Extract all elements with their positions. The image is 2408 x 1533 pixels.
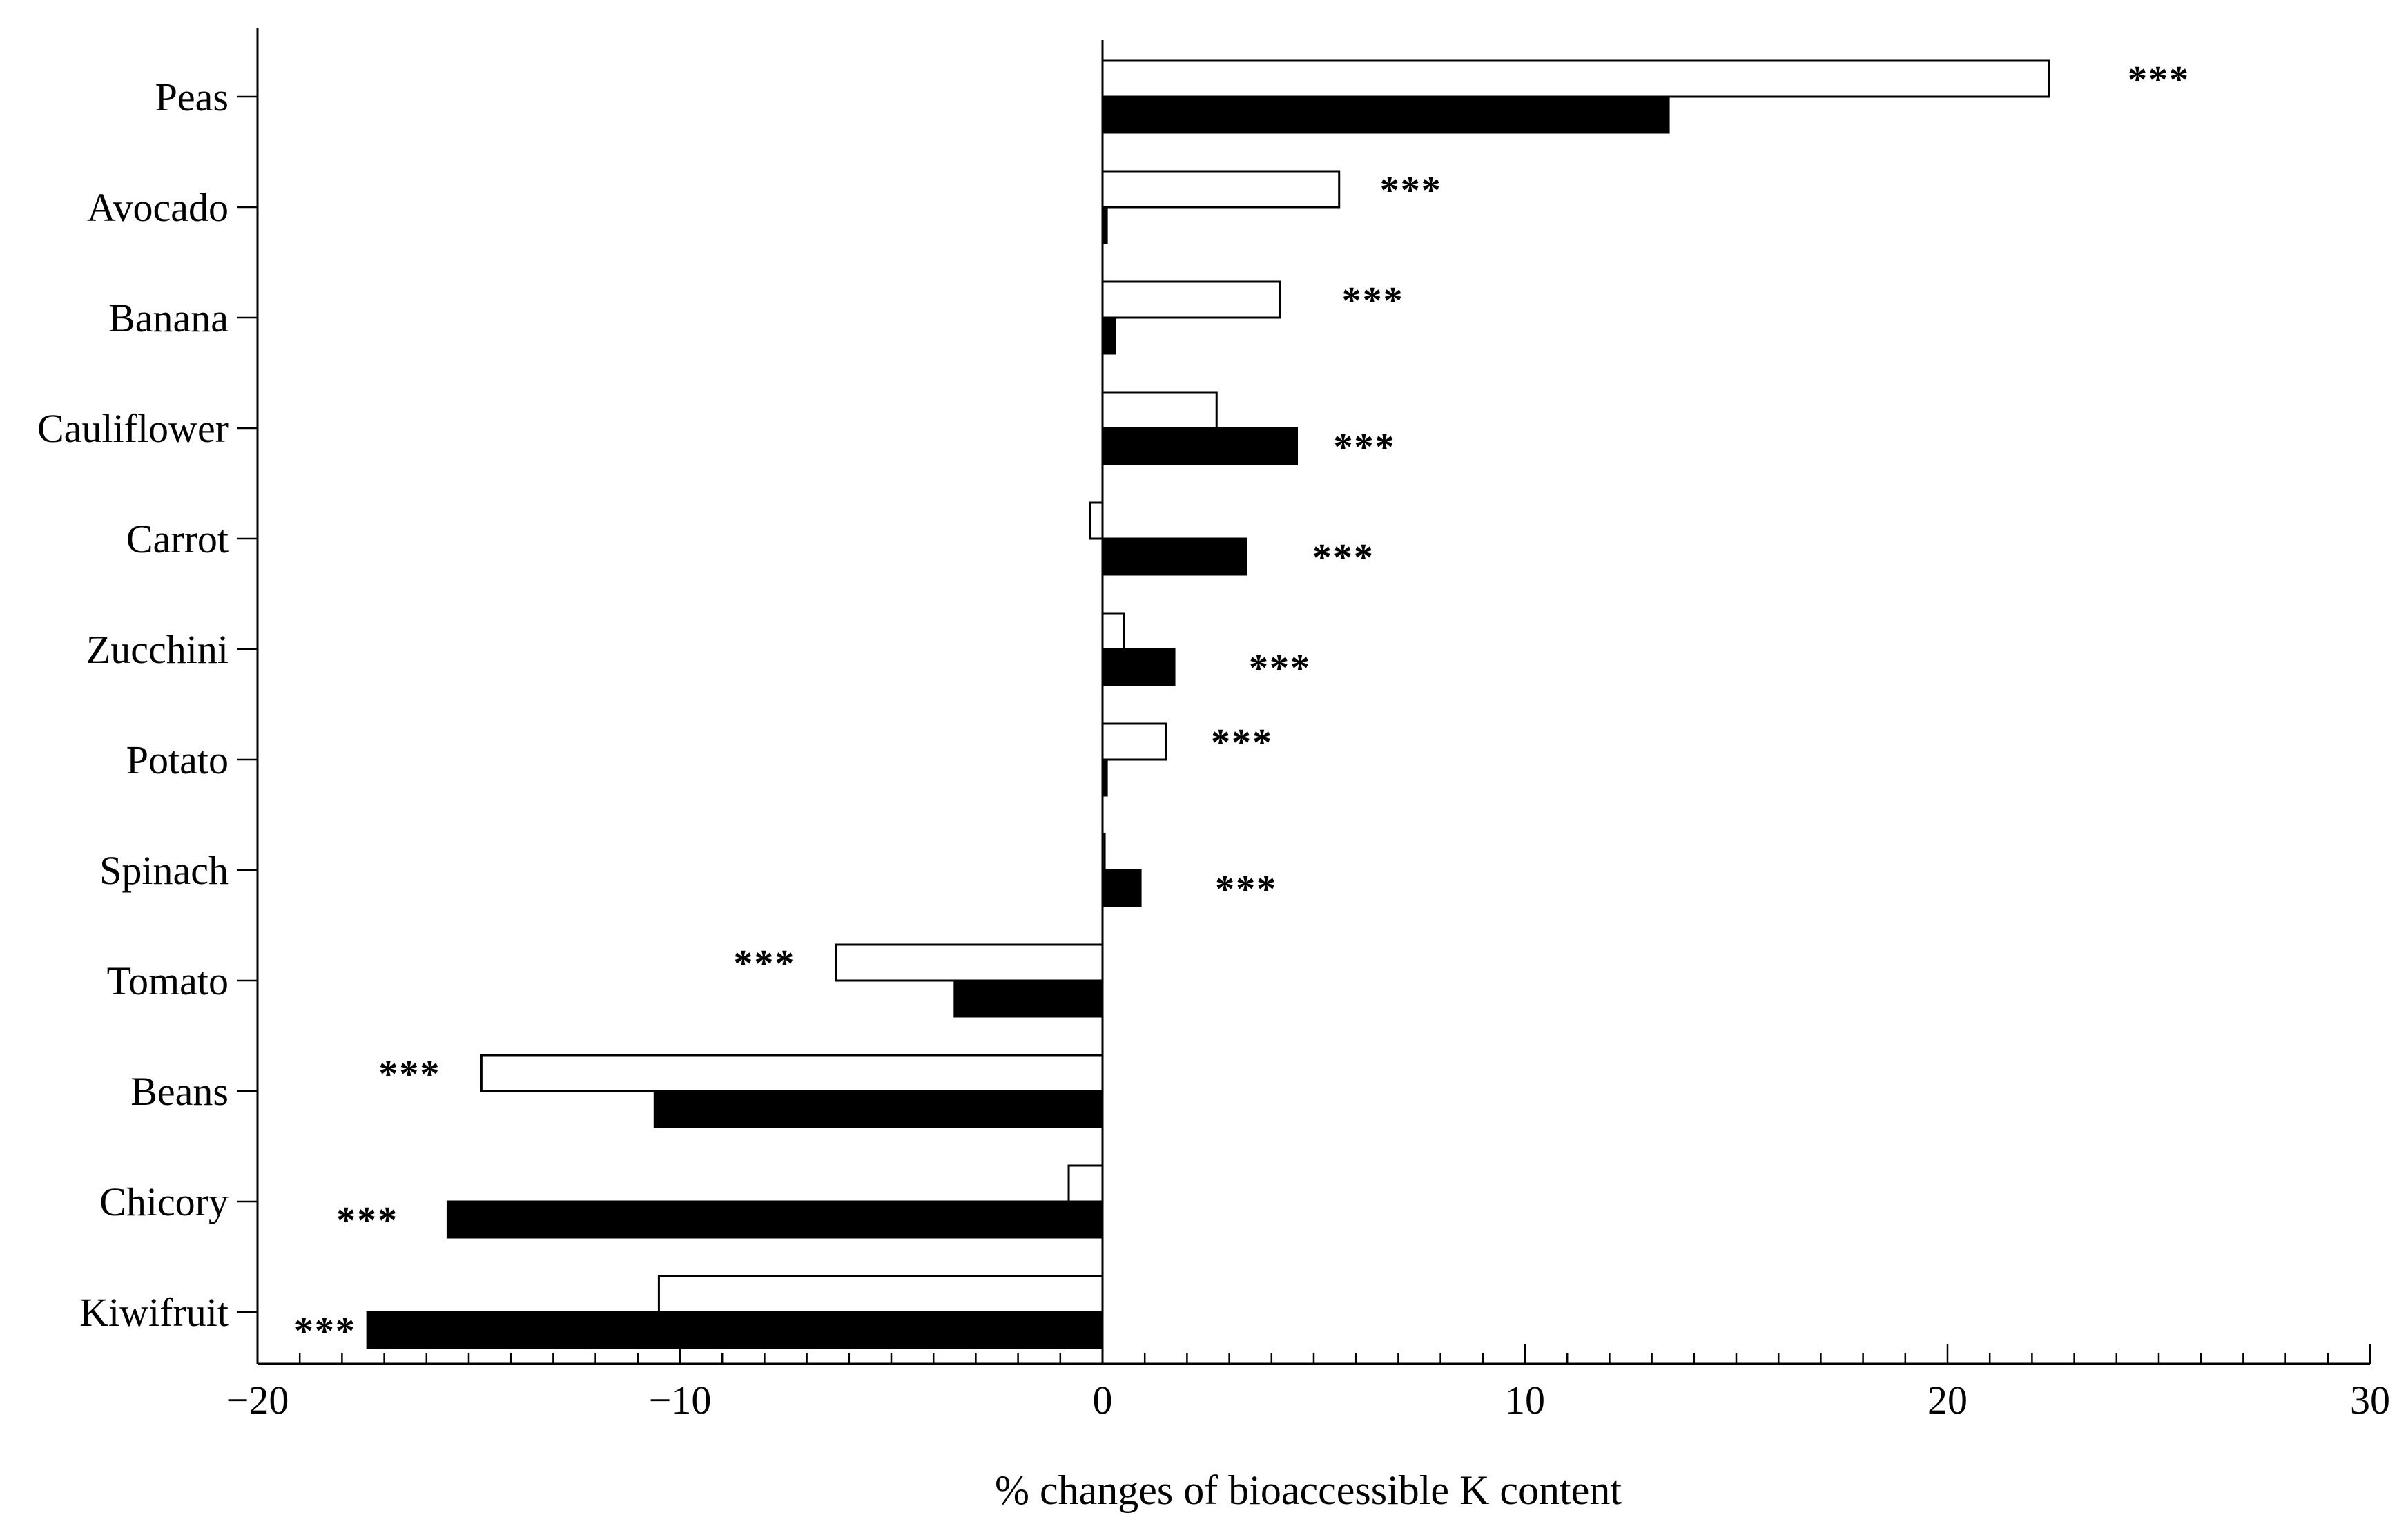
significance-mark-avocado: *** — [1380, 169, 1442, 212]
x-tick-label-30: 30 — [2350, 1378, 2390, 1423]
x-tick-label--10: −10 — [649, 1378, 712, 1423]
bar-zucchini-series-1 — [1101, 612, 1125, 650]
labels-layer: −20 −10 0 10 20 30 Peas Avocado Banana Cauliflowe… — [37, 59, 2390, 1423]
category-label-kiwifruit: Kiwifruit — [79, 1290, 229, 1335]
x-tick-label-20: 20 — [1928, 1378, 1968, 1423]
bar-banana-series-2 — [1101, 316, 1116, 355]
significance-mark-peas: *** — [2128, 59, 2190, 102]
significance-mark-chicory: *** — [336, 1199, 398, 1242]
bar-cauliflower-series-1 — [1101, 391, 1218, 430]
axes-layer — [237, 28, 2371, 1365]
significance-mark-spinach: *** — [1215, 868, 1277, 911]
bar-cauliflower-series-2 — [1101, 427, 1299, 465]
category-label-carrot: Carrot — [126, 517, 229, 561]
bar-zucchini-series-2 — [1101, 648, 1176, 686]
x-tick-label-0: 0 — [1093, 1378, 1113, 1423]
bar-beans-series-2 — [653, 1090, 1104, 1128]
category-label-potato: Potato — [126, 737, 229, 782]
significance-mark-banana: *** — [1342, 280, 1404, 322]
category-label-tomato: Tomato — [107, 958, 229, 1003]
category-label-chicory: Chicory — [99, 1179, 229, 1224]
bar-spinach-series-2 — [1101, 869, 1142, 907]
significance-mark-tomato: *** — [733, 943, 795, 985]
bar-banana-series-1 — [1101, 280, 1281, 319]
bar-peas-series-2 — [1101, 95, 1670, 134]
significance-mark-kiwifruit: *** — [294, 1310, 356, 1353]
bars-layer — [366, 59, 2050, 1349]
bar-carrot-series-2 — [1101, 537, 1247, 576]
x-tick-label-10: 10 — [1505, 1378, 1545, 1423]
bar-carrot-series-1 — [1089, 501, 1104, 540]
x-tick-label--20: −20 — [226, 1378, 289, 1423]
significance-mark-zucchini: *** — [1249, 647, 1311, 690]
bar-kiwifruit-series-1 — [657, 1275, 1104, 1313]
bar-potato-series-1 — [1101, 722, 1167, 761]
significance-mark-potato: *** — [1211, 722, 1273, 764]
category-label-peas: Peas — [155, 75, 229, 119]
category-label-beans: Beans — [130, 1069, 229, 1114]
significance-mark-cauliflower: *** — [1333, 426, 1395, 469]
bar-chicory-series-2 — [446, 1200, 1104, 1239]
category-label-zucchini: Zucchini — [86, 627, 229, 672]
bar-avocado-series-1 — [1101, 170, 1341, 209]
bar-kiwifruit-series-2 — [366, 1311, 1104, 1349]
bar-beans-series-1 — [480, 1054, 1104, 1092]
category-label-avocado: Avocado — [87, 185, 229, 230]
category-label-spinach: Spinach — [99, 848, 229, 893]
category-label-banana: Banana — [108, 296, 229, 340]
bar-tomato-series-2 — [953, 979, 1104, 1018]
x-axis-title: % changes of bioaccessible K content — [995, 1467, 1622, 1513]
category-label-cauliflower: Cauliflower — [37, 406, 229, 451]
significance-mark-beans: *** — [378, 1053, 440, 1096]
bar-peas-series-1 — [1101, 59, 2050, 98]
bar-tomato-series-1 — [835, 943, 1104, 982]
bar-chicory-series-1 — [1067, 1164, 1104, 1203]
significance-mark-carrot: *** — [1312, 537, 1375, 579]
